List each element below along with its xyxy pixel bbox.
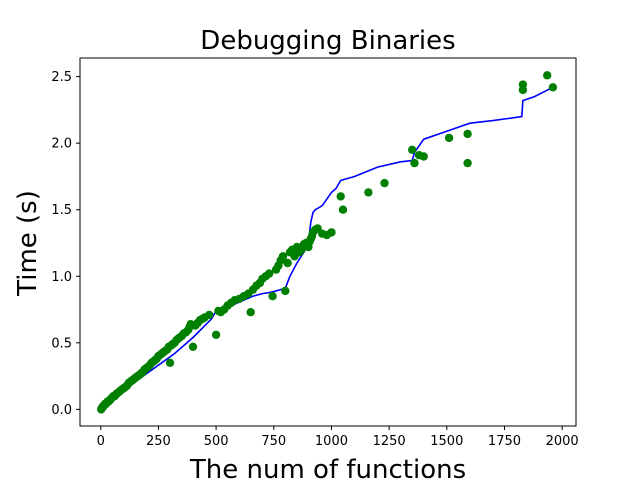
data-point [548,83,558,92]
data-point [410,158,419,168]
x-tick-label: 250 [146,434,171,449]
data-point [165,358,175,367]
x-tick-label: 500 [204,434,229,449]
data-point [327,228,336,237]
y-axis-label: Time (s) [13,190,43,297]
x-tick-label: 750 [261,434,286,449]
data-point [364,188,373,197]
data-point [338,205,348,214]
data-point [518,85,528,95]
x-axis-ticks: 0 250 500 750 1000 1250 1500 1750 2000 [97,426,579,449]
y-axis-ticks: 0.0 0.5 1.0 1.5 2.0 2.5 [51,70,80,418]
data-point [463,158,472,168]
data-point [265,269,274,278]
x-tick-label: 1000 [315,434,348,449]
data-point [188,342,198,351]
x-tick-label: 0 [97,434,105,449]
data-point [444,133,454,143]
y-tick-label: 2.0 [51,137,72,152]
y-tick-label: 2.5 [51,70,72,85]
data-point [211,330,221,339]
data-point [283,258,292,268]
y-tick-label: 1.0 [51,270,72,285]
y-tick-label: 1.5 [51,203,72,218]
x-tick-label: 2000 [546,434,579,449]
data-point [205,310,214,320]
plot-frame [79,57,577,427]
data-point [336,192,345,201]
data-point [268,292,277,301]
data-point [419,152,428,161]
x-tick-label: 1500 [430,434,463,449]
chart-title: Debugging Binaries [200,26,455,56]
data-point [278,252,288,261]
x-axis-label: The num of functions [189,455,466,480]
data-point [463,129,472,139]
data-point [380,178,389,188]
data-point [281,286,290,296]
y-tick-label: 0.5 [51,336,72,351]
data-point [246,308,255,317]
data-points-layer [97,71,558,414]
data-point [408,145,417,154]
x-tick-label: 1250 [373,434,406,449]
x-tick-label: 1750 [488,434,521,449]
data-point [543,71,552,80]
y-tick-label: 0.0 [51,403,72,418]
plot-area [97,71,558,414]
